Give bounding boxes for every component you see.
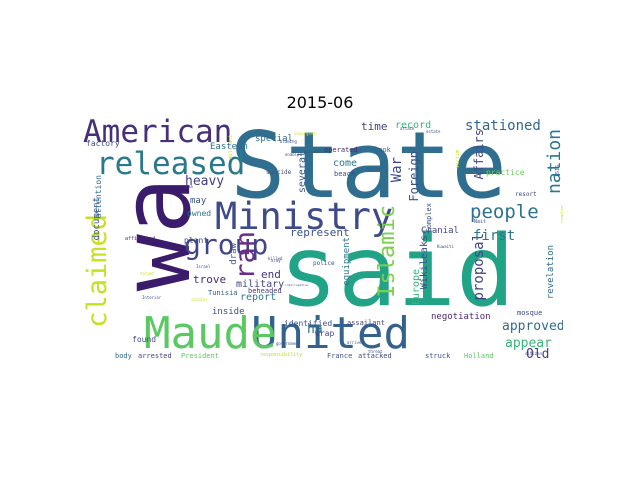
- cloud-word: Old: [526, 347, 550, 362]
- cloud-word: killed: [268, 256, 283, 261]
- cloud-word: special: [255, 134, 293, 144]
- cloud-word: look: [374, 146, 391, 154]
- cloud-word: appear: [505, 336, 552, 351]
- cloud-word: ISIS: [555, 165, 561, 178]
- cloud-word: military: [236, 279, 285, 290]
- cloud-word: France: [327, 352, 353, 360]
- cloud-word: several: [297, 151, 308, 194]
- cloud-word: estate: [426, 129, 441, 134]
- cloud-word: released: [96, 146, 246, 182]
- cloud-word: Nait: [474, 219, 487, 225]
- cloud-word: draw: [229, 243, 239, 265]
- cloud-word: assailant: [347, 319, 385, 327]
- cloud-word: plant: [184, 236, 209, 245]
- cloud-word: area: [183, 184, 193, 189]
- cloud-word: police: [313, 260, 335, 267]
- cloud-word: attacked: [358, 352, 392, 360]
- cloud-word: citizen: [525, 351, 542, 356]
- cloud-word: mosque: [517, 309, 543, 317]
- cloud-word: threat: [368, 349, 383, 354]
- cloud-word: identified: [284, 319, 333, 328]
- cloud-word: report: [240, 292, 277, 303]
- cloud-word: army: [271, 258, 281, 263]
- cloud-word: War: [389, 157, 405, 183]
- word-cloud: State said wa United Maude Ministry American re…: [80, 117, 563, 364]
- cloud-word: Kuwaiti: [437, 244, 454, 249]
- cloud-word: end: [261, 268, 281, 281]
- cloud-word: said: [279, 215, 516, 329]
- cloud-word: ha: [307, 322, 323, 337]
- cloud-word: operated: [324, 146, 358, 154]
- cloud-word: Foreign: [407, 151, 421, 202]
- cloud-word: soldier: [191, 297, 208, 302]
- cloud-word: Interior: [142, 295, 162, 300]
- cloud-word: approved: [502, 319, 563, 334]
- cloud-word: found: [132, 335, 157, 344]
- cloud-word: body: [115, 352, 132, 360]
- cloud-word: owned: [187, 209, 212, 218]
- page-title: 2015-06: [286, 93, 354, 112]
- cloud-word: United: [251, 308, 410, 359]
- cloud-word: stationed: [465, 118, 541, 134]
- cloud-word: inside: [212, 307, 245, 317]
- cloud-word: come: [333, 158, 358, 169]
- cloud-word: nation: [544, 129, 563, 195]
- cloud-word: coming: [560, 205, 563, 224]
- cloud-word: factory: [86, 139, 120, 148]
- cloud-word: resort: [515, 191, 537, 198]
- cloud-word: Islamic: [375, 205, 400, 298]
- cloud-word: government: [276, 341, 301, 346]
- cloud-word: nuclear: [366, 166, 383, 171]
- cloud-word: Israel: [196, 264, 211, 269]
- cloud-word: target: [140, 271, 155, 276]
- cloud-word: Eastern: [210, 142, 248, 152]
- cloud-word: enabled: [285, 152, 302, 157]
- cloud-word: militant: [228, 135, 234, 160]
- cloud-word: people: [470, 201, 539, 223]
- cloud-word: Holland: [464, 352, 494, 360]
- cloud-word: struck: [425, 352, 451, 360]
- cloud-word: responsibility: [260, 352, 303, 358]
- cloud-word: President: [181, 352, 219, 360]
- cloud-word: State: [230, 117, 507, 219]
- cloud-word: Affairs: [472, 129, 486, 180]
- cloud-word: trove: [193, 273, 227, 286]
- cloud-word: blaming: [280, 139, 297, 144]
- cloud-word: accused: [304, 149, 321, 154]
- cloud-word: represent: [290, 226, 350, 239]
- cloud-word: equipment: [342, 237, 352, 286]
- cloud-word: may: [190, 196, 207, 206]
- cloud-word: Maude: [144, 308, 277, 359]
- cloud-word: first: [473, 228, 516, 244]
- cloud-word: victim: [455, 150, 461, 169]
- cloud-word: attack: [400, 126, 415, 131]
- cloud-word: American: [83, 117, 233, 150]
- cloud-word: group: [184, 228, 269, 261]
- cloud-word: practice: [486, 168, 525, 177]
- cloud-word: insurgent: [294, 131, 316, 136]
- cloud-word: beach: [334, 170, 356, 178]
- cloud-word: suicide: [266, 169, 292, 176]
- cloud-word: Ministry: [215, 195, 394, 238]
- cloud-word: Cranial: [421, 226, 459, 236]
- cloud-word: negotiation: [431, 312, 491, 322]
- cloud-word: Wikileaks: [419, 235, 430, 290]
- cloud-word: revelation: [546, 245, 556, 300]
- cloud-word: Complex: [425, 203, 433, 233]
- cloud-word: record: [395, 120, 432, 131]
- cloud-word: arrested: [138, 352, 172, 360]
- cloud-word: arrived: [347, 340, 364, 345]
- cloud-word: Tunisia: [208, 289, 238, 297]
- cloud-word: wrap: [315, 329, 335, 338]
- cloud-word: attention: [94, 175, 103, 219]
- cloud-word: heavy: [185, 174, 225, 189]
- cloud-word: affiliated: [125, 236, 156, 242]
- cloud-word: interrogation: [285, 283, 309, 287]
- cloud-word: time: [361, 120, 388, 133]
- cloud-word: beheaded: [248, 287, 282, 295]
